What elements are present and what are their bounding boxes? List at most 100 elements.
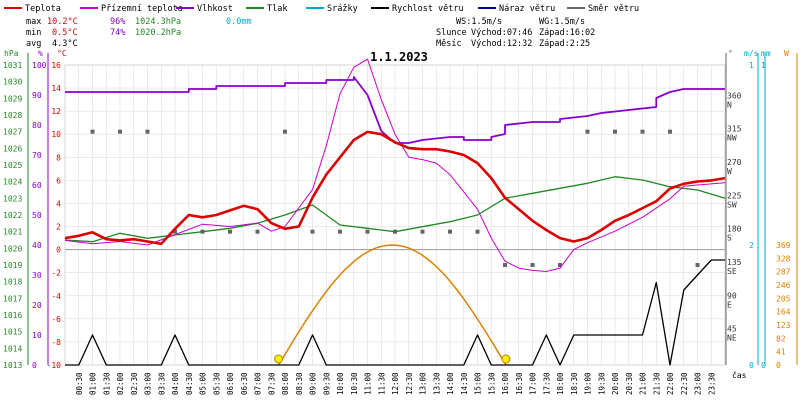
wind-dir-tick: 135 (727, 258, 742, 267)
x-tick-label: 17:00 (529, 372, 538, 395)
stat-avg-label: avg (26, 39, 41, 49)
x-tick-label: 23:00 (694, 372, 703, 395)
pressure-tick: 1019 (3, 261, 22, 270)
sunset: Západ:16:02 (539, 28, 595, 38)
humidity-tick: 90 (32, 91, 42, 100)
series-layer (64, 58, 726, 366)
solar-tick: 0 (776, 361, 781, 370)
x-axis-ticks: 00:30 01:00 01:30 02:00 02:30 03:00 03:30 04:00… (75, 372, 717, 395)
x-tick-label: 14:00 (446, 372, 455, 395)
wind-dir-tick: 90 (727, 291, 737, 300)
x-tick-label: 22:30 (680, 372, 689, 395)
stat-min-label: min (26, 28, 41, 38)
temperature-tick: 8 (56, 153, 61, 162)
temperature-tick: 10 (51, 130, 61, 139)
wind-dir-point (118, 129, 122, 134)
humidity-tick: 20 (32, 301, 42, 310)
x-tick-label: 21:30 (652, 372, 661, 395)
sun-curve (277, 244, 507, 366)
wind-ms-tick: 2 (749, 241, 754, 250)
x-tick-label: 06:30 (240, 372, 249, 395)
wind-dir-point (448, 229, 452, 234)
x-tick-label: 13:00 (419, 372, 428, 395)
mm-header: mm (761, 49, 771, 58)
wind-dir-point (585, 129, 590, 134)
stat-min-temp: 0.5°C (52, 28, 78, 38)
ground-temp-line (64, 58, 726, 272)
legend-label-2: Vlhkost (197, 4, 233, 14)
wind-dir-compass: SE (727, 267, 737, 276)
temperature-tick: 12 (51, 107, 61, 116)
pressure-tick: 1025 (3, 161, 22, 170)
x-tick-label: 20:30 (625, 372, 634, 395)
wm2-header: W (784, 49, 789, 58)
wind-dir-compass: SW (727, 200, 737, 209)
wind-dir-point (503, 263, 507, 267)
solar-tick: 164 (776, 308, 791, 317)
temperature-tick: -6 (51, 315, 61, 324)
x-tick-label: 12:00 (391, 372, 400, 395)
wind-dir-tick: 360 (727, 91, 742, 100)
humidity-tick: 60 (32, 181, 42, 190)
legend-label-6: Náraz větru (499, 4, 555, 14)
x-tick-label: 08:30 (295, 372, 304, 395)
x-tick-label: 23:30 (707, 372, 716, 395)
pct-header: % (38, 49, 43, 58)
solar-tick: 123 (776, 321, 791, 330)
wind-dir-point (283, 129, 287, 134)
chart-title: 1.1.2023 (370, 50, 428, 64)
left-axes: 1031103010291028102710261025102410231022… (3, 53, 61, 370)
x-tick-label: 11:30 (377, 372, 386, 395)
x-tick-label: 12:30 (405, 372, 414, 395)
x-tick-label: 10:30 (350, 372, 359, 395)
x-tick-label: 20:00 (611, 372, 620, 395)
wind-dir-point (365, 229, 370, 234)
stat-max-rain: 0.0mm (226, 17, 252, 27)
x-tick-label: 19:00 (584, 372, 593, 395)
solar-tick: 82 (776, 334, 786, 343)
legend-label-1: Přízemní teplota (101, 4, 183, 14)
wind-dir-compass: W (727, 167, 732, 176)
sunrise: Východ:07:46 (471, 28, 532, 38)
ms-header: m/s (744, 49, 759, 58)
x-tick-label: 08:00 (281, 372, 290, 395)
x-tick-label: 04:30 (185, 372, 194, 395)
legend-label-0: Teplota (25, 4, 61, 14)
wind-dir-point (255, 229, 260, 234)
x-tick-label: 02:30 (130, 372, 139, 395)
x-tick-label: 21:00 (639, 372, 648, 395)
solar-tick: 41 (776, 348, 786, 357)
pressure-tick: 1028 (3, 111, 22, 120)
temperature-tick: 2 (56, 223, 61, 232)
temperature-tick: -10 (47, 361, 62, 370)
pressure-tick: 1031 (3, 61, 22, 70)
wind-dir-point (695, 263, 700, 267)
humidity-tick: 10 (32, 331, 42, 340)
wind-dir-point (90, 129, 95, 134)
hpa-header: hPa (4, 49, 19, 58)
humidity-tick: 40 (32, 241, 42, 250)
dir-header: ° (728, 49, 733, 58)
sun-label: Slunce (436, 28, 467, 38)
x-tick-label: 17:30 (542, 372, 551, 395)
wind-speed-line (65, 259, 725, 366)
degc-header: °C (57, 49, 67, 58)
wind-ms-tick: 0 (749, 361, 754, 370)
pressure-tick: 1030 (3, 78, 22, 87)
moon-label: Měsíc (436, 39, 462, 49)
temperature-tick: -8 (51, 338, 61, 347)
wind-dir-point (228, 229, 232, 234)
wind-dir-compass: N (727, 100, 732, 109)
pressure-tick: 1027 (3, 128, 22, 137)
stat-avg-temp: 4.3°C (52, 39, 78, 49)
sunrise-marker (274, 354, 284, 364)
pressure-tick: 1022 (3, 211, 22, 220)
wind-ms-tick: 1 (749, 61, 754, 70)
x-tick-label: 15:30 (487, 372, 496, 395)
x-tick-label: 07:30 (267, 372, 276, 395)
temperature-tick: 4 (56, 199, 61, 208)
x-tick-label: 05:00 (199, 372, 208, 395)
pressure-tick: 1029 (3, 94, 22, 103)
rain-mm-tick: 1 (761, 61, 766, 70)
x-tick-label: 07:00 (254, 372, 263, 395)
